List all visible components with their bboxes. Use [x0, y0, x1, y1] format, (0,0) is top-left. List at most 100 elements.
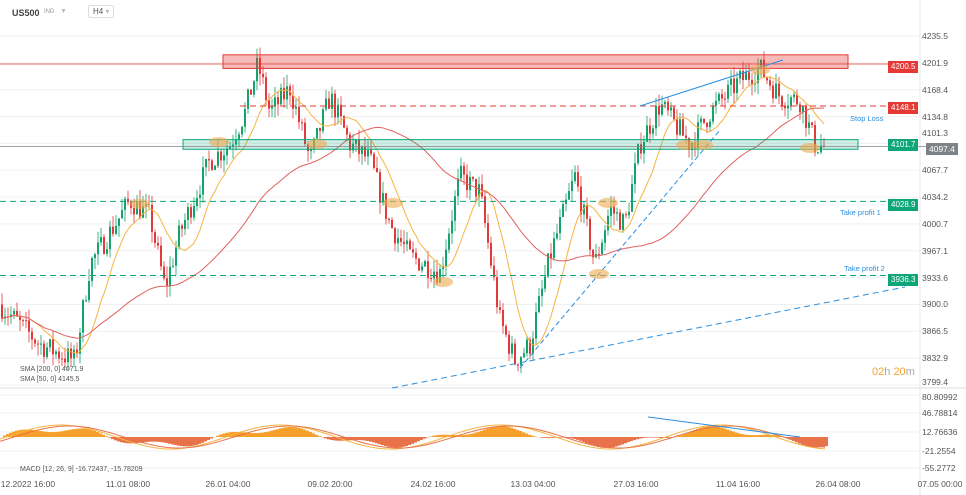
macd-histogram-bar — [567, 437, 570, 438]
price-tick: 4067.7 — [922, 165, 948, 176]
candle — [217, 151, 219, 166]
candle — [511, 343, 513, 354]
macd-histogram-bar — [711, 426, 714, 437]
macd-histogram-bar — [93, 430, 96, 437]
stop-loss-price-label: 4148.1 — [888, 102, 919, 114]
candle — [208, 159, 210, 161]
macd-histogram-bar — [45, 431, 48, 437]
candle — [373, 153, 375, 168]
candle — [457, 178, 459, 197]
candle — [766, 77, 768, 81]
candle — [127, 198, 129, 203]
candle — [700, 118, 702, 123]
macd-histogram-bar — [495, 426, 498, 437]
macd-histogram-bar — [174, 437, 177, 446]
macd-histogram-bar — [822, 437, 825, 447]
macd-histogram-bar — [48, 431, 51, 437]
macd-histogram-bar — [78, 428, 81, 437]
entry-price-label: 4101.7 — [888, 139, 919, 151]
sma200-line — [1, 107, 825, 339]
macd-histogram-bar — [288, 426, 291, 437]
candle — [112, 226, 114, 234]
candle — [340, 104, 342, 117]
macd-histogram-bar — [336, 437, 339, 441]
candle — [328, 98, 330, 109]
macd-histogram-bar — [180, 437, 183, 447]
candle — [592, 249, 594, 258]
macd-legend[interactable]: MACD [12, 26, 9] -16.72437, -15.78209 — [20, 466, 143, 473]
macd-histogram-bar — [33, 430, 36, 437]
candle — [253, 81, 255, 95]
macd-histogram-bar — [177, 437, 180, 446]
candle — [88, 281, 90, 301]
macd-histogram-bar — [243, 432, 246, 437]
candle — [295, 106, 297, 109]
candle — [235, 139, 237, 145]
macd-histogram-bar — [162, 437, 165, 443]
macd-histogram-bar — [291, 426, 294, 437]
candle — [55, 351, 57, 355]
macd-histogram-bar — [108, 437, 111, 438]
macd-tick: -55.2772 — [922, 463, 956, 473]
symbol[interactable]: US500 — [12, 8, 40, 18]
macd-histogram-bar — [351, 437, 354, 441]
macd-histogram-bar — [453, 435, 456, 437]
macd-histogram-bar — [369, 437, 372, 442]
candle — [361, 146, 363, 154]
symbol-dropdown-icon[interactable]: ▼ — [60, 8, 67, 15]
macd-histogram-bar — [612, 437, 615, 448]
macd-histogram-bar — [531, 435, 534, 437]
candle — [172, 265, 174, 267]
candle — [187, 207, 189, 220]
macd-histogram-bar — [384, 437, 387, 447]
candle — [163, 266, 165, 279]
candle — [79, 332, 81, 354]
macd-histogram-bar — [642, 437, 645, 438]
highlight-marker — [589, 269, 609, 279]
macd-histogram-bar — [558, 437, 561, 438]
macd-histogram-bar — [27, 429, 30, 437]
macd-histogram-bar — [618, 437, 621, 446]
macd-histogram-bar — [63, 430, 66, 437]
sma200-legend[interactable]: SMA [200, 0] 4071.9 — [20, 366, 84, 373]
price-tick: 3799.4 — [922, 377, 948, 387]
timeframe-select[interactable]: H4 ▾ — [88, 5, 115, 18]
macd-histogram-bar — [579, 437, 582, 441]
candle — [49, 339, 51, 348]
candle — [292, 95, 294, 109]
macd-histogram-bar — [504, 426, 507, 437]
candle — [13, 310, 15, 315]
macd-histogram-bar — [540, 437, 543, 438]
sma50-legend[interactable]: SMA [50, 0] 4145.5 — [20, 376, 80, 383]
macd-histogram-bar — [654, 437, 657, 438]
candle — [31, 331, 33, 340]
macd-histogram-bar — [171, 437, 174, 445]
macd-histogram-bar — [645, 437, 648, 438]
macd-histogram-bar — [228, 432, 231, 437]
candle — [730, 78, 732, 85]
candle — [226, 148, 228, 156]
candle — [343, 116, 345, 128]
candle — [757, 68, 759, 84]
macd-histogram-bar — [75, 428, 78, 437]
candle — [703, 118, 705, 123]
trendline-support — [519, 129, 721, 369]
candle — [667, 101, 669, 111]
candle — [577, 172, 579, 187]
highlight-marker — [383, 198, 403, 208]
macd-histogram-bar — [102, 434, 105, 437]
candle — [454, 196, 456, 221]
candle — [733, 78, 735, 94]
candle — [427, 261, 429, 279]
time-tick: 11.01 08:00 — [105, 479, 151, 489]
macd-histogram-bar — [438, 434, 441, 437]
candle — [466, 174, 468, 191]
macd-histogram-bar — [678, 435, 681, 437]
macd-divergence-line — [647, 416, 801, 438]
macd-histogram-bar — [741, 434, 744, 437]
macd-histogram-bar — [189, 437, 192, 447]
candle — [472, 176, 474, 179]
candle — [286, 86, 288, 100]
